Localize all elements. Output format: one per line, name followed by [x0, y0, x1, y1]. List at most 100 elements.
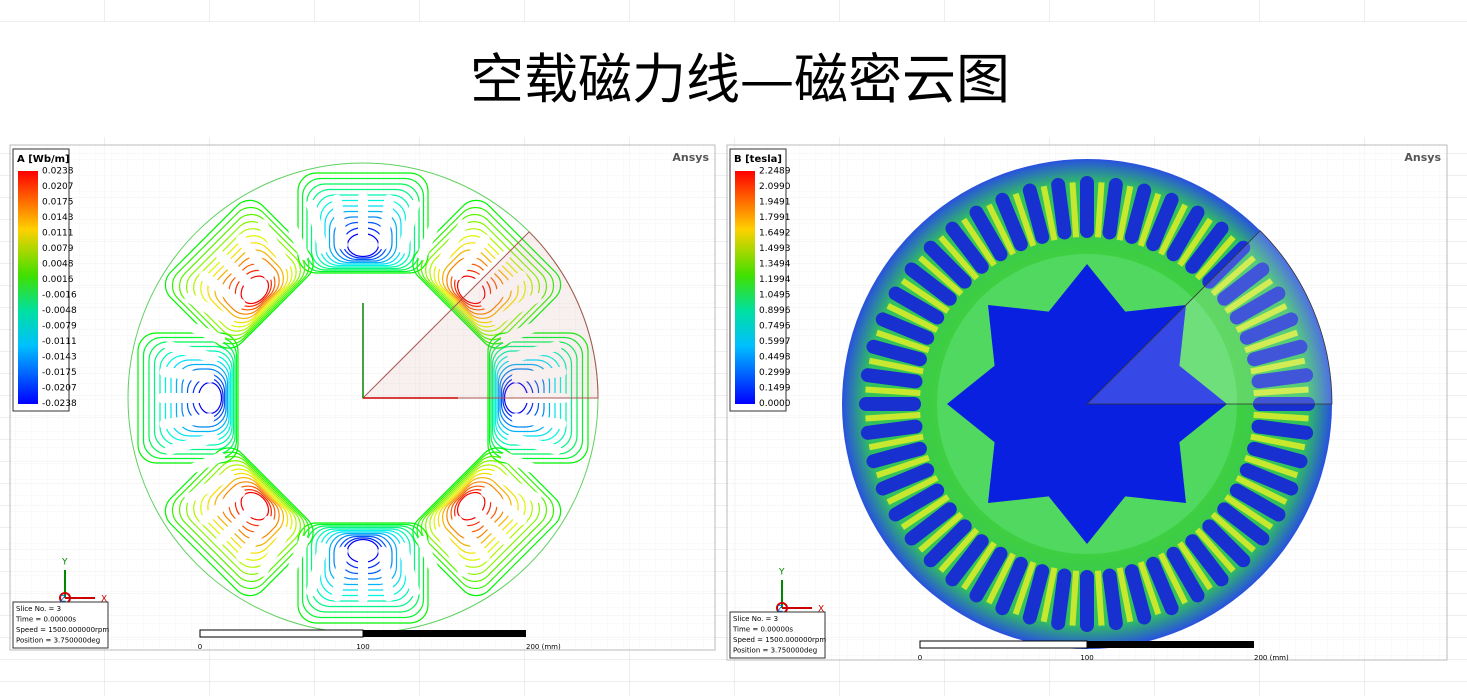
tooth — [900, 278, 950, 314]
slot — [995, 192, 1028, 252]
scale-label: 200 (mm) — [1254, 654, 1289, 662]
brand: Ansys — [1404, 151, 1441, 164]
scale-black — [363, 630, 526, 637]
slot — [451, 515, 491, 563]
tooth — [918, 255, 964, 297]
legend-value: 0.0111 — [42, 229, 74, 239]
flux-line — [310, 526, 416, 608]
slot — [969, 205, 1008, 262]
slot — [875, 312, 935, 345]
flux-line — [186, 460, 301, 575]
slot — [1124, 564, 1152, 625]
slot — [306, 199, 329, 254]
slot — [417, 535, 445, 589]
tooth — [875, 329, 930, 354]
info-line: Position = 3.750000deg — [16, 637, 100, 645]
slot — [945, 221, 989, 274]
slot — [860, 419, 923, 440]
slot — [904, 502, 957, 546]
slot — [480, 486, 528, 526]
legend-value: -0.0111 — [42, 337, 77, 347]
legend-value: 1.9491 — [759, 198, 791, 208]
scale-white — [919, 640, 1088, 649]
legend-value: 1.1994 — [759, 275, 791, 285]
info-box — [729, 611, 826, 659]
legend-value: 0.1499 — [759, 384, 791, 394]
tooth — [1116, 567, 1134, 623]
tooth — [1250, 433, 1306, 451]
tooth — [1158, 552, 1188, 605]
title-band — [0, 22, 1467, 137]
slot — [1146, 192, 1179, 252]
slide-title: 空载磁力线—磁密云图 — [470, 48, 1010, 111]
tooth — [1194, 527, 1236, 573]
tooth — [865, 386, 921, 397]
flux-line — [164, 447, 314, 597]
tooth — [1194, 235, 1236, 281]
slot — [1229, 483, 1286, 522]
slot — [945, 534, 989, 587]
slot — [198, 270, 246, 310]
legend-value: 1.7991 — [759, 213, 791, 223]
legend-value: 0.5997 — [759, 337, 791, 347]
slot — [507, 432, 562, 455]
flux-line — [301, 523, 425, 619]
tooth — [1040, 185, 1058, 241]
slot — [378, 194, 395, 250]
legend-value: 0.2999 — [759, 368, 791, 378]
slot — [491, 470, 542, 504]
slot — [511, 413, 567, 430]
slot — [435, 526, 469, 577]
slot — [923, 240, 972, 289]
legend-value: 1.0495 — [759, 291, 791, 301]
slot — [1080, 176, 1094, 238]
axis-label: X — [818, 605, 824, 615]
slot — [1124, 183, 1152, 244]
slot — [235, 515, 275, 563]
slot — [923, 519, 972, 568]
slot — [1239, 463, 1299, 496]
slot — [500, 452, 554, 480]
tooth — [986, 203, 1016, 256]
slot — [172, 452, 226, 480]
axis-label: X — [101, 595, 107, 605]
flux-line — [306, 525, 420, 613]
legend-value: 0.0143 — [42, 213, 74, 223]
axis-label: Y — [778, 568, 785, 578]
slot — [866, 441, 927, 469]
slot — [860, 368, 923, 389]
tooth — [900, 494, 950, 530]
legend-title: A [Wb/m] — [17, 154, 70, 165]
slot — [397, 542, 420, 597]
legend-value: 0.0238 — [42, 167, 74, 177]
tooth — [1177, 541, 1213, 591]
legend-value: -0.0079 — [42, 322, 77, 332]
tooth — [1158, 203, 1188, 256]
flux-line — [420, 455, 548, 583]
legend-value: 0.4498 — [759, 353, 791, 363]
slot — [1217, 502, 1270, 546]
info-line: Slice No. = 3 — [16, 605, 61, 613]
scale-label: 100 — [356, 643, 369, 651]
slot — [397, 199, 420, 254]
flux-line — [306, 183, 420, 271]
slot — [1102, 177, 1123, 240]
flux-line — [142, 336, 238, 460]
tooth — [865, 411, 921, 422]
tooth — [1012, 192, 1037, 247]
slot — [331, 194, 348, 250]
legend-value: -0.0143 — [42, 353, 77, 363]
legend-value: 0.0175 — [42, 198, 74, 208]
legend-value: -0.0175 — [42, 368, 77, 378]
color-bar — [18, 171, 38, 404]
slot — [500, 316, 554, 344]
slot — [172, 316, 226, 344]
flux-line — [301, 177, 425, 273]
tooth — [1094, 570, 1105, 626]
legend-value: 2.0990 — [759, 182, 791, 192]
flux-line — [425, 460, 540, 575]
tooth — [1040, 567, 1058, 623]
tooth — [986, 552, 1016, 605]
flux-line — [164, 199, 314, 349]
